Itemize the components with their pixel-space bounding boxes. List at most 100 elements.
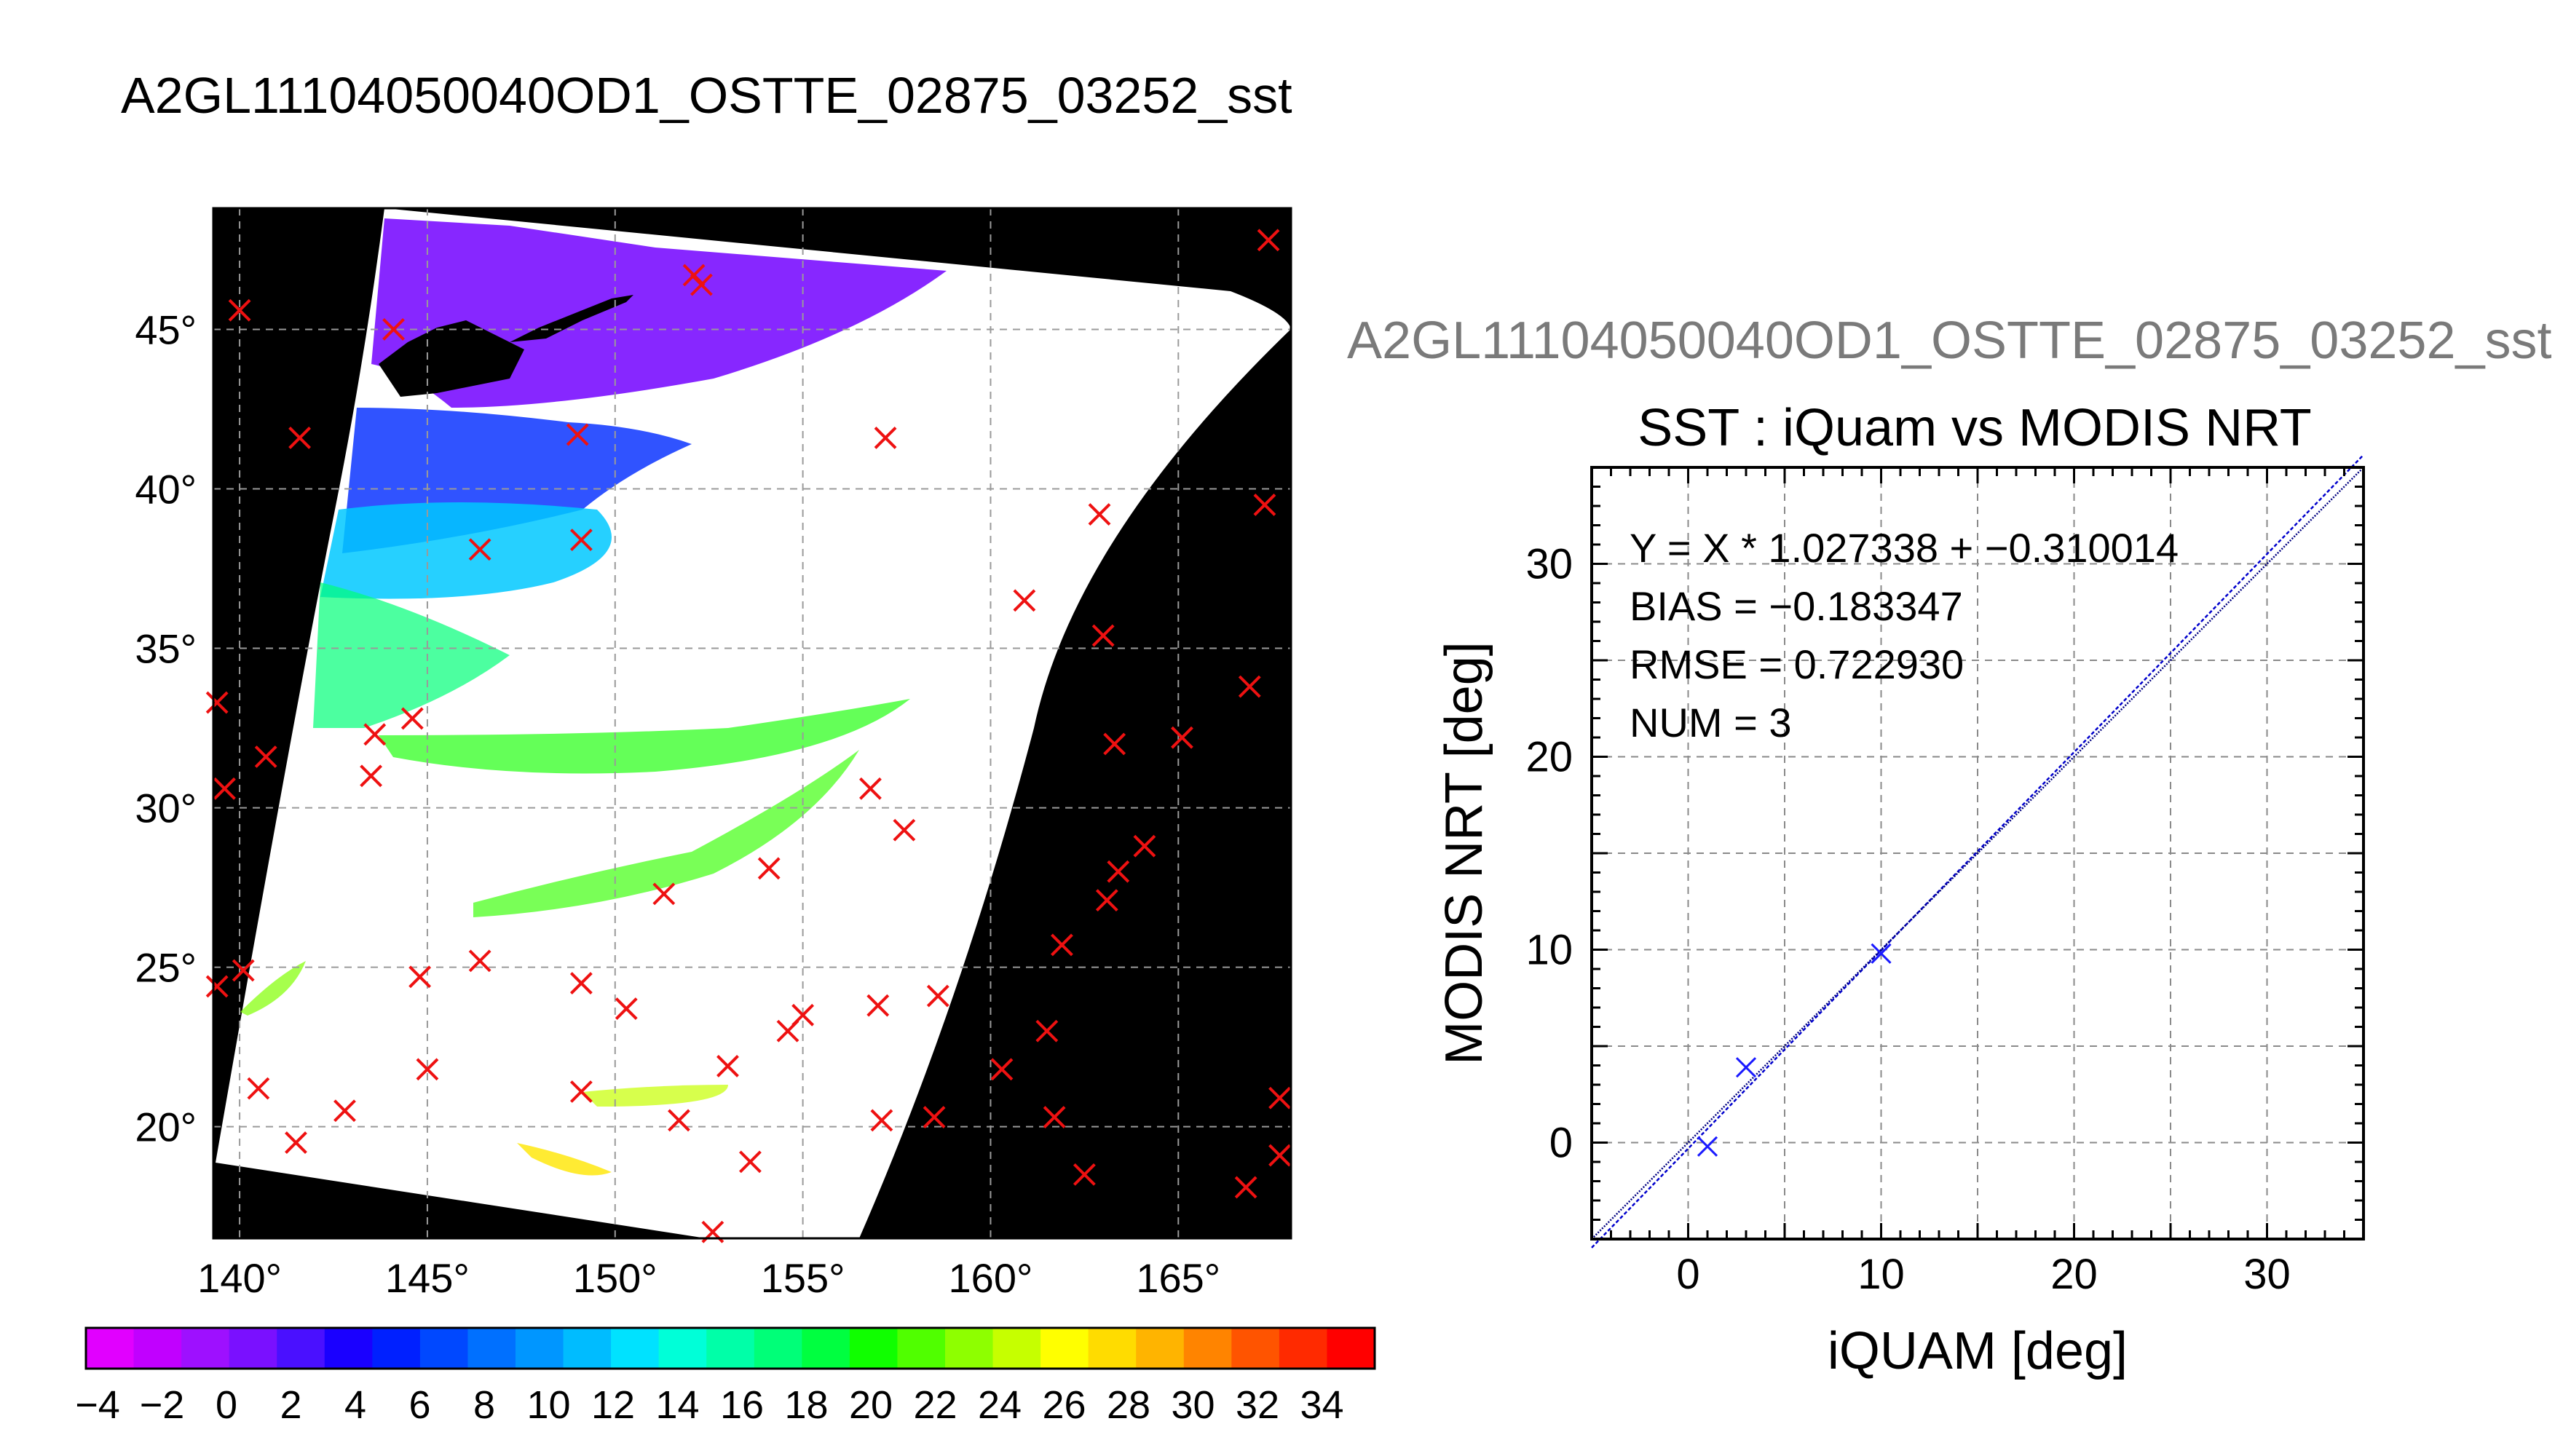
map-frame: [212, 207, 1292, 1240]
sst-band-2: [473, 750, 859, 917]
colorbar-cell: [658, 1328, 707, 1369]
lon-tick-label: 145°: [385, 1255, 470, 1301]
identity-line: [1591, 467, 2364, 1240]
lat-tick-label: 20°: [135, 1104, 197, 1150]
matchup-markers: [205, 229, 1291, 1243]
matchup-marker: [1171, 726, 1193, 749]
matchup-marker: [866, 994, 890, 1017]
y-tick-label: 20: [1525, 734, 1573, 781]
matchup-marker: [652, 882, 676, 906]
sst-band-5: [517, 1143, 612, 1176]
matchup-marker: [382, 318, 405, 341]
matchup-marker: [615, 997, 638, 1020]
colorbar-cell: [324, 1328, 373, 1369]
colorbar-tick-label: 6: [408, 1383, 430, 1427]
colorbar-tick-label: 16: [720, 1383, 764, 1427]
matchup-marker: [791, 1003, 815, 1026]
colorbar-tick-label: 30: [1171, 1383, 1215, 1427]
colorbar-tick-label: 14: [655, 1383, 699, 1427]
sst-band-3: [240, 961, 306, 1016]
lon-tick-label: 140°: [197, 1255, 282, 1301]
colorbar-tick-label: 20: [849, 1383, 893, 1427]
matchup-marker: [408, 965, 432, 989]
matchup-marker: [416, 1058, 439, 1081]
colorbar-tick-labels: −4 −2 0 2 4 6 8 10 12 14 16 18 20 22 24 26 28 30 32 34: [75, 1383, 1343, 1427]
colorbar-tick-label: 4: [344, 1383, 366, 1427]
colorbar-cell: [706, 1328, 755, 1369]
fit-lines: [1591, 454, 2364, 1249]
colorbar-cell: [372, 1328, 421, 1369]
sst-warm-region: [313, 582, 510, 728]
page-title: A2GL11104050040OD1_OSTTE_02875_03252_sst: [121, 67, 1292, 124]
map-panel: 140° 145° 150° 155° 160° 165° 45° 40° 35° 30° 25°…: [135, 207, 1292, 1301]
lon-tick-labels: 140° 145° 150° 155° 160° 165°: [197, 1255, 1220, 1301]
colorbar-cell: [181, 1328, 230, 1369]
matchup-marker: [870, 1109, 893, 1132]
matchup-marker: [285, 1131, 307, 1154]
matchup-marker: [400, 707, 424, 730]
stats-annotation-line: NUM = 3: [1630, 700, 1792, 745]
colorbar-tick-label: 32: [1236, 1383, 1279, 1427]
matchup-marker: [468, 949, 491, 973]
matchup-marker: [682, 264, 706, 287]
lat-tick-label: 25°: [135, 945, 197, 991]
scatter-point: [1735, 1057, 1757, 1078]
matchup-marker: [668, 1109, 690, 1132]
colorbar-cell: [133, 1328, 182, 1369]
colorbar-cell: [86, 1328, 135, 1369]
land-kuril: [510, 295, 633, 342]
colorbar-tick-label: 26: [1042, 1383, 1086, 1427]
colorbar-tick-label: −2: [140, 1383, 185, 1427]
colorbar-cell: [1040, 1328, 1089, 1369]
colorbar-cell: [1183, 1328, 1232, 1369]
stats-annotation-line: Y = X * 1.027338 + −0.310014: [1630, 525, 2179, 571]
matchup-marker: [1103, 732, 1126, 756]
colorbar-tick-label: 12: [591, 1383, 635, 1427]
colorbar: −4 −2 0 2 4 6 8 10 12 14 16 18 20 22 24 26 28 30 32 34: [75, 1326, 1376, 1427]
lat-tick-label: 40°: [135, 467, 197, 513]
y-tick-label: 30: [1525, 541, 1573, 588]
colorbar-cell: [467, 1328, 516, 1369]
colorbar-tick-label: 24: [978, 1383, 1022, 1427]
matchup-marker: [566, 423, 589, 446]
x-tick-labels: 0 10 20 30: [1676, 1251, 2290, 1298]
matchup-marker: [1088, 503, 1111, 526]
colorbar-cell: [754, 1328, 802, 1369]
scatter-panel: SST : iQuam vs MODIS NRT 0 10 20 30 0 10 20 30…: [1435, 399, 2365, 1380]
scatter-title: SST : iQuam vs MODIS NRT: [1638, 399, 2312, 457]
matchup-marker: [926, 984, 949, 1008]
matchup-marker: [1043, 1106, 1066, 1128]
colorbar-tick-label: 28: [1107, 1383, 1150, 1427]
matchup-marker: [205, 691, 229, 714]
colorbar-cells: [86, 1328, 1375, 1369]
colorbar-frame: [84, 1326, 1376, 1370]
matchup-marker: [569, 529, 593, 552]
matchup-marker: [213, 777, 236, 800]
sst-band-4: [583, 1085, 728, 1107]
lon-tick-label: 155°: [761, 1255, 845, 1301]
colorbar-tick-label: 2: [280, 1383, 301, 1427]
matchup-marker: [923, 1106, 946, 1128]
lon-tick-label: 160°: [949, 1255, 1033, 1301]
colorbar-cell: [945, 1328, 994, 1369]
matchup-marker: [1234, 1176, 1257, 1199]
colorbar-tick-label: 34: [1300, 1383, 1343, 1427]
colorbar-cell: [611, 1328, 660, 1369]
matchup-marker: [1095, 889, 1118, 912]
matchup-marker: [1133, 834, 1156, 858]
colorbar-tick-label: 0: [216, 1383, 237, 1427]
colorbar-cell: [849, 1328, 899, 1369]
matchup-marker: [1035, 1019, 1059, 1042]
colorbar-tick-label: 18: [784, 1383, 828, 1427]
matchup-marker: [254, 745, 277, 768]
matchup-marker: [288, 427, 312, 449]
y-tick-labels: 0 10 20 30: [1525, 541, 1573, 1167]
matchup-marker: [468, 538, 491, 561]
y-tick-label: 0: [1549, 1120, 1573, 1167]
matchup-marker: [739, 1150, 762, 1174]
x-tick-label: 30: [2243, 1251, 2291, 1298]
sst-mid-region: [320, 502, 612, 599]
lon-tick-label: 165°: [1136, 1255, 1220, 1301]
colorbar-cell: [1231, 1328, 1280, 1369]
